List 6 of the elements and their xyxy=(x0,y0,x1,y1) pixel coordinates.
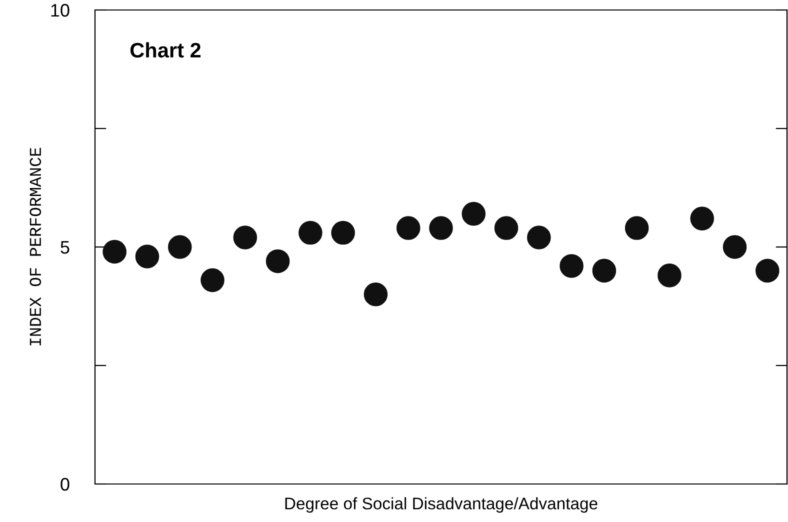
y-tick-label: 10 xyxy=(51,4,70,17)
x-axis-title: Degree of Social Disadvantage/Advantage xyxy=(285,497,598,513)
y-tick-label: 0 xyxy=(60,478,70,491)
annotation: Chart 2 xyxy=(130,42,201,58)
y-tick-label: 5 xyxy=(60,241,70,254)
y-axis-title: INDEX OF PERFORMANCE xyxy=(30,148,42,346)
